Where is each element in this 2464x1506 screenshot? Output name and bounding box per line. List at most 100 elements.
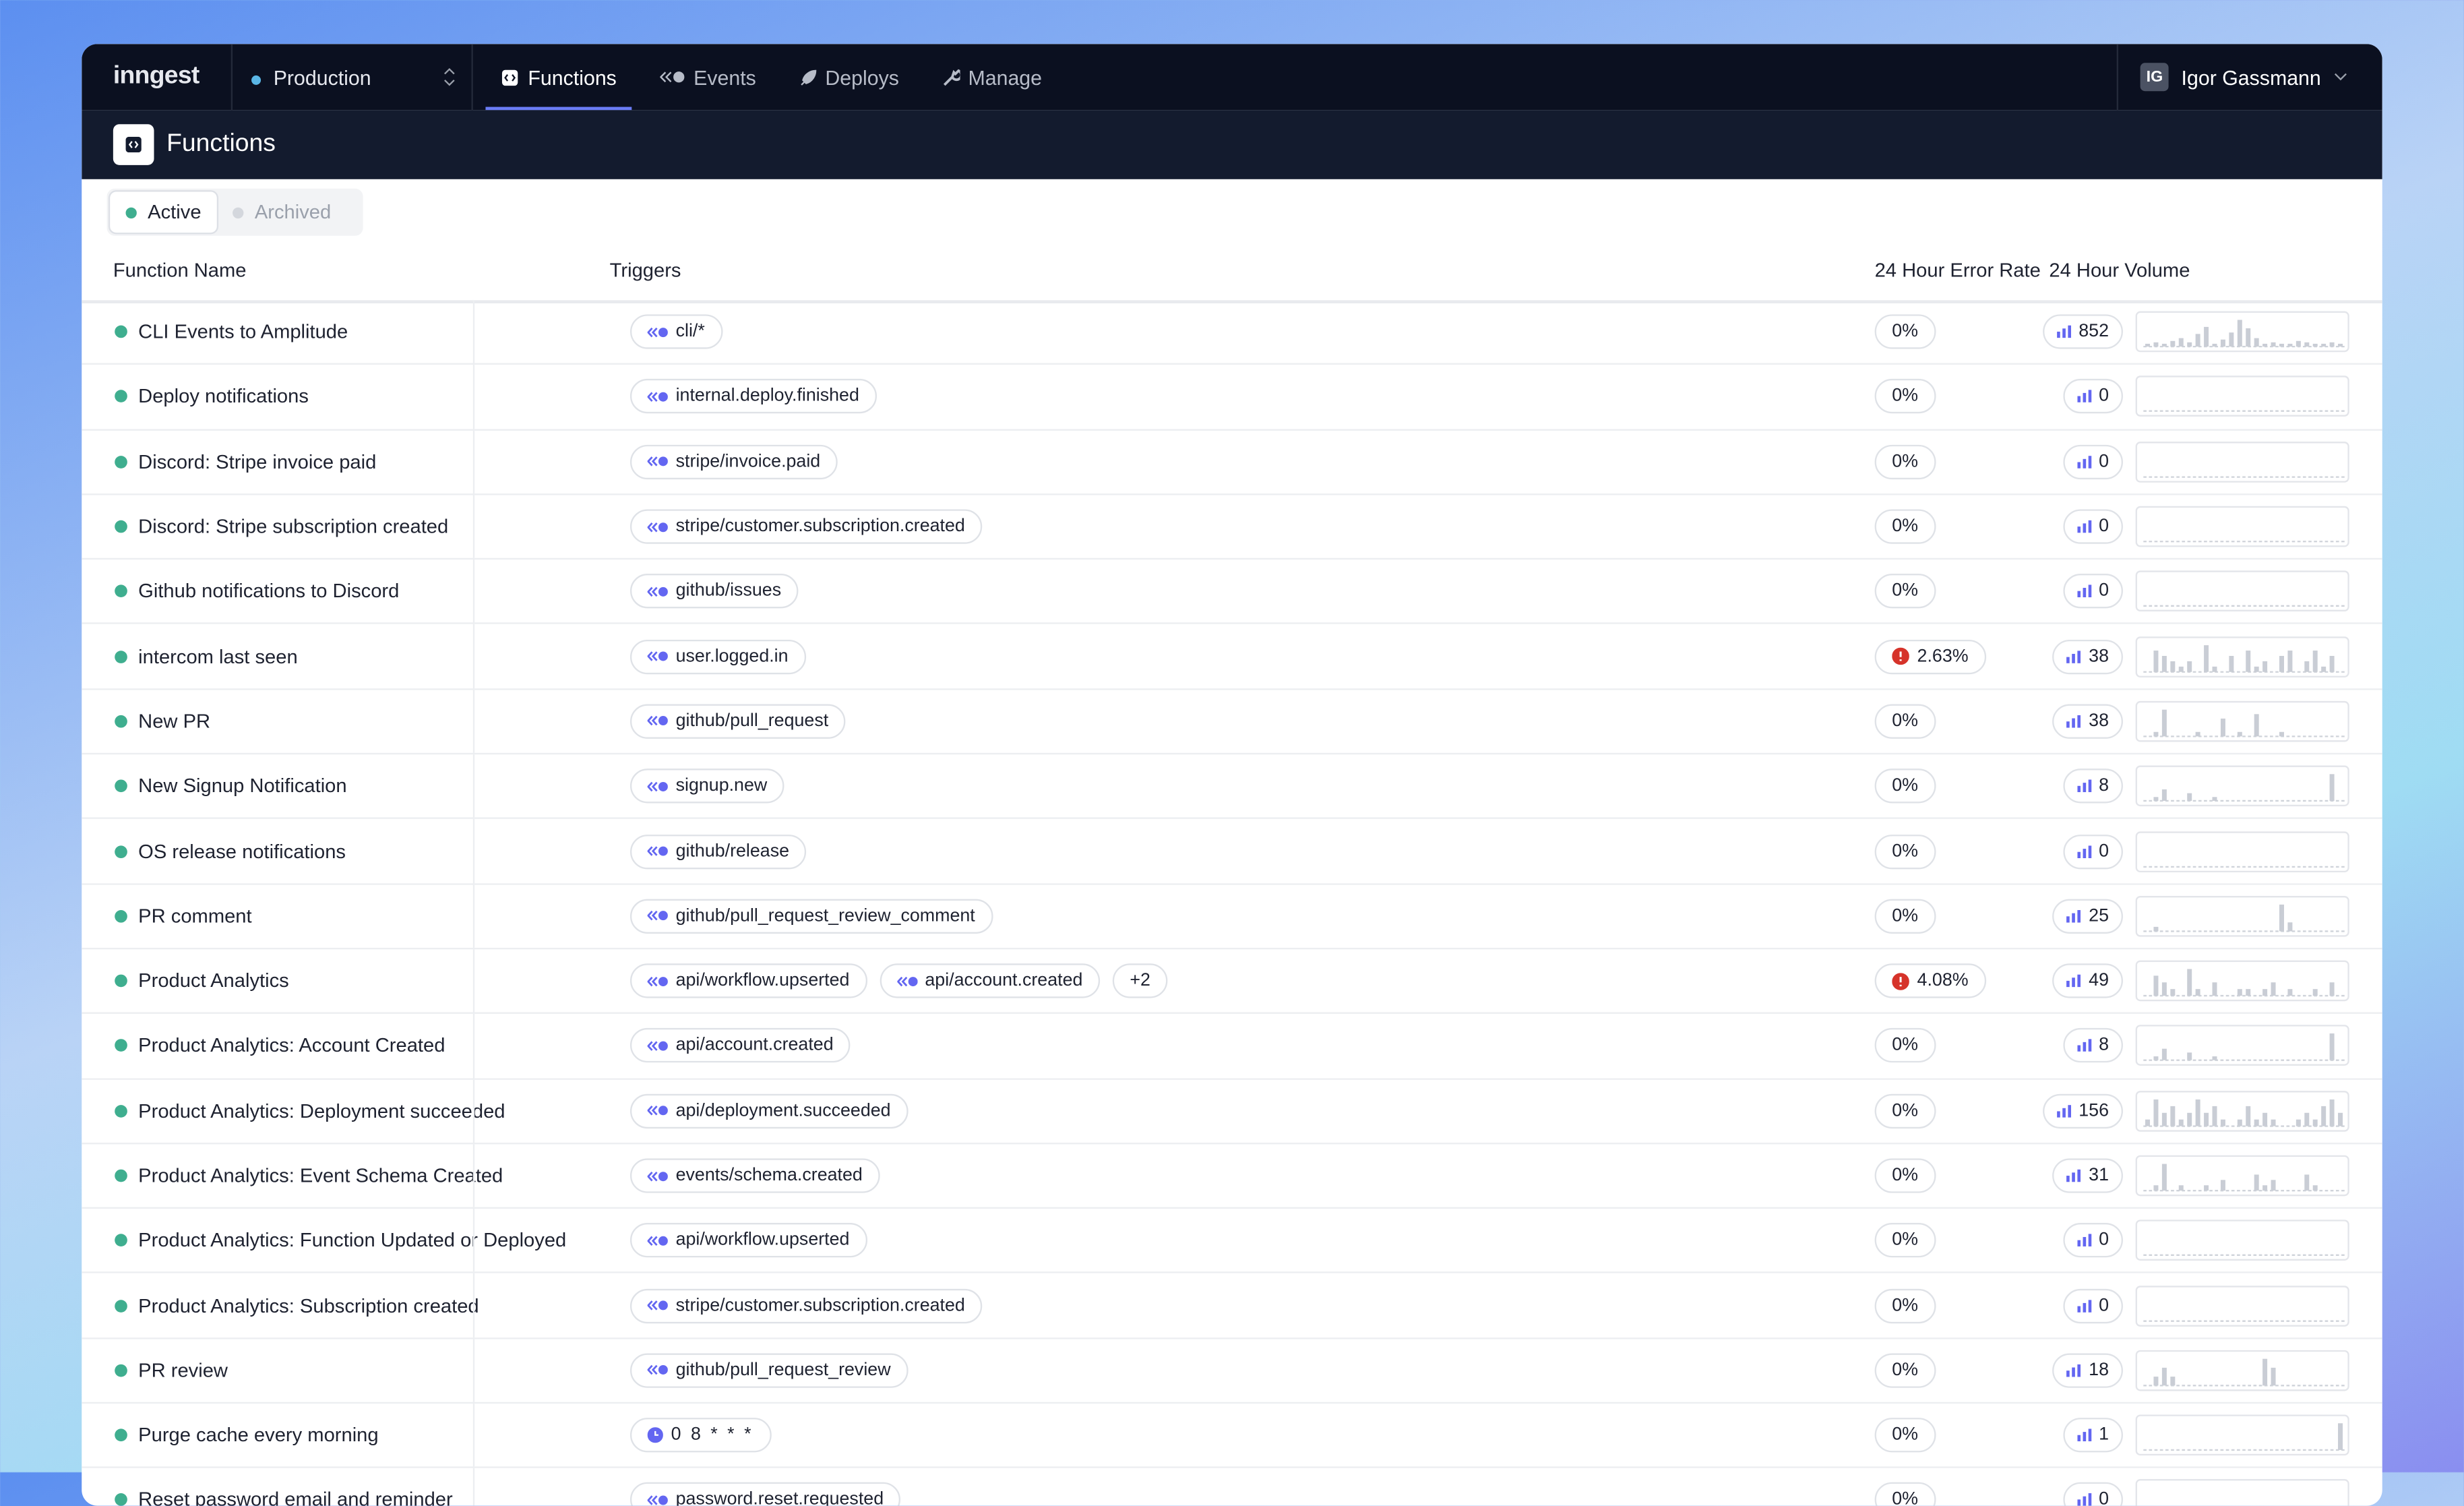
volume-value: 0 <box>2099 841 2109 861</box>
function-row[interactable]: New Signup Notification signup.new 0% 8 <box>82 754 2382 820</box>
nav-item[interactable]: Functions <box>485 44 633 111</box>
icon <box>801 69 817 85</box>
function-row[interactable]: Github notifications to Discord github/is… <box>82 560 2382 625</box>
volume: 0 <box>2062 509 2123 544</box>
volume: 852 <box>2042 314 2123 349</box>
volume-bar <box>2304 1174 2310 1191</box>
function-row[interactable]: Product Analytics: Function Updated or D… <box>82 1209 2382 1274</box>
trigger-pill[interactable]: github/pull_request_review_comment <box>629 899 993 934</box>
trigger-pill[interactable]: cli/* <box>629 314 722 349</box>
nav-item[interactable]: Deploys <box>784 44 915 110</box>
tab[interactable]: Archived <box>217 191 347 233</box>
volume: 31 <box>2052 1158 2123 1193</box>
status-dot <box>115 715 127 728</box>
function-row[interactable]: Product Analytics: Deployment succeeded a… <box>82 1079 2382 1145</box>
function-row[interactable]: Discord: Stripe invoice paid stripe/invoi… <box>82 429 2382 495</box>
volume-sparkline <box>2135 895 2349 937</box>
volume-value: 38 <box>2089 646 2109 666</box>
volume: 0 <box>2062 1482 2123 1506</box>
trigger-pill[interactable]: events/schema.created <box>629 1158 880 1193</box>
volume-bar <box>2287 650 2293 671</box>
trigger-pill[interactable]: internal.deploy.finished <box>629 379 877 415</box>
error-rate-value: 0% <box>1892 841 1919 861</box>
trigger-pill[interactable]: 0 8 * * * <box>629 1418 771 1453</box>
logo[interactable]: inngest <box>113 63 199 90</box>
volume-bar <box>2312 650 2318 671</box>
function-row[interactable]: PR review github/pull_request_review 0% 18 <box>82 1338 2382 1404</box>
top-nav: inngest Production Functions Events Depl… <box>82 44 2382 111</box>
event-icon <box>647 392 668 402</box>
trigger-name: stripe/customer.subscription.created <box>675 517 965 537</box>
trigger-pill[interactable]: github/pull_request_review <box>629 1353 908 1388</box>
status-dot <box>115 909 127 923</box>
status-dot <box>115 1494 127 1506</box>
function-row[interactable]: Purge cache every morning 0 8 * * * 0% 1 <box>82 1404 2382 1469</box>
volume-bar <box>2220 1180 2225 1191</box>
error-rate: 0% <box>1874 444 1936 479</box>
trigger-pill[interactable]: stripe/customer.subscription.created <box>629 1288 983 1323</box>
event-icon <box>647 1106 668 1116</box>
function-row[interactable]: New PR github/pull_request 0% 38 <box>82 690 2382 755</box>
volume-bar <box>2271 1180 2276 1191</box>
function-name: CLI Events to Amplitude <box>138 320 348 343</box>
nav-item[interactable]: Manage <box>927 44 1057 110</box>
volume-bar <box>2254 338 2259 347</box>
trigger-pill[interactable]: api/account.created <box>879 963 1101 998</box>
function-row[interactable]: Product Analytics: Account Created api/ac… <box>82 1014 2382 1079</box>
trigger-pill[interactable]: user.logged.in <box>629 639 806 674</box>
volume: 38 <box>2052 704 2123 739</box>
trigger-pill[interactable]: github/issues <box>629 574 799 609</box>
function-row[interactable]: CLI Events to Amplitude cli/* 0% 852 <box>82 300 2382 365</box>
function-row[interactable]: intercom last seen user.logged.in 2.63% 38 <box>82 624 2382 690</box>
function-row[interactable]: PR comment github/pull_request_review_com… <box>82 884 2382 950</box>
volume-bar <box>2237 320 2242 347</box>
more-triggers[interactable]: +2 <box>1112 963 1168 998</box>
trigger-pill[interactable]: stripe/customer.subscription.created <box>629 509 983 544</box>
volume-bar <box>2237 989 2242 996</box>
trigger-pill[interactable]: api/workflow.upserted <box>629 1223 867 1258</box>
function-row[interactable]: Deploy notifications internal.deploy.fini… <box>82 365 2382 430</box>
user-menu[interactable]: IG Igor Gassmann <box>2116 44 2382 111</box>
error-rate-value: 0% <box>1892 517 1919 537</box>
volume-bar <box>2246 650 2251 671</box>
trigger-pill[interactable]: github/release <box>629 833 807 869</box>
nav-label: Deploys <box>825 65 899 89</box>
volume-icon <box>2076 779 2091 793</box>
volume-bar <box>2220 340 2225 347</box>
function-name: Product Analytics: Event Schema Created <box>138 1164 503 1187</box>
triggers: stripe/invoice.paid <box>629 444 838 479</box>
trigger-pill[interactable]: password.reset.requested <box>629 1482 901 1506</box>
trigger-pill[interactable]: api/account.created <box>629 1028 851 1064</box>
volume-bar <box>2161 709 2167 737</box>
function-row[interactable]: Product Analytics: Event Schema Created e… <box>82 1144 2382 1209</box>
function-row[interactable]: Reset password email and reminder passwor… <box>82 1468 2382 1506</box>
trigger-pill[interactable]: api/deployment.succeeded <box>629 1093 908 1128</box>
trigger-pill[interactable]: stripe/invoice.paid <box>629 444 838 479</box>
column-separator <box>472 884 475 948</box>
volume-bar <box>2195 731 2200 737</box>
function-row[interactable]: Product Analytics: Subscription created s… <box>82 1273 2382 1339</box>
nav-item[interactable]: Events <box>645 44 772 110</box>
trigger-pill[interactable]: signup.new <box>629 769 784 804</box>
function-row[interactable]: Product Analytics api/workflow.upserted ap… <box>82 949 2382 1015</box>
column-separator <box>472 1404 475 1468</box>
volume-bar <box>2204 327 2209 347</box>
column-separator <box>472 690 475 754</box>
tab[interactable]: Active <box>110 191 217 233</box>
trigger-pill[interactable]: api/workflow.upserted <box>629 963 867 998</box>
function-row[interactable]: Discord: Stripe subscription created stri… <box>82 495 2382 560</box>
trigger-pill[interactable]: github/pull_request <box>629 704 846 739</box>
volume-bar <box>2153 731 2159 737</box>
env-switcher[interactable]: Production <box>230 44 473 111</box>
function-row[interactable]: OS release notifications github/release 0%… <box>82 819 2382 884</box>
function-name: PR comment <box>138 905 252 928</box>
volume-bar <box>2161 1367 2167 1386</box>
error-rate-value: 0% <box>1892 452 1919 471</box>
error-rate-value: 0% <box>1892 1231 1919 1251</box>
function-name: Product Analytics: Deployment succeeded <box>138 1100 505 1122</box>
function-name: PR review <box>138 1359 228 1382</box>
volume-bar <box>2178 1185 2184 1191</box>
volume-bar <box>2329 1099 2335 1126</box>
error-rate-value: 4.08% <box>1917 971 1969 991</box>
env-dot <box>251 74 261 84</box>
